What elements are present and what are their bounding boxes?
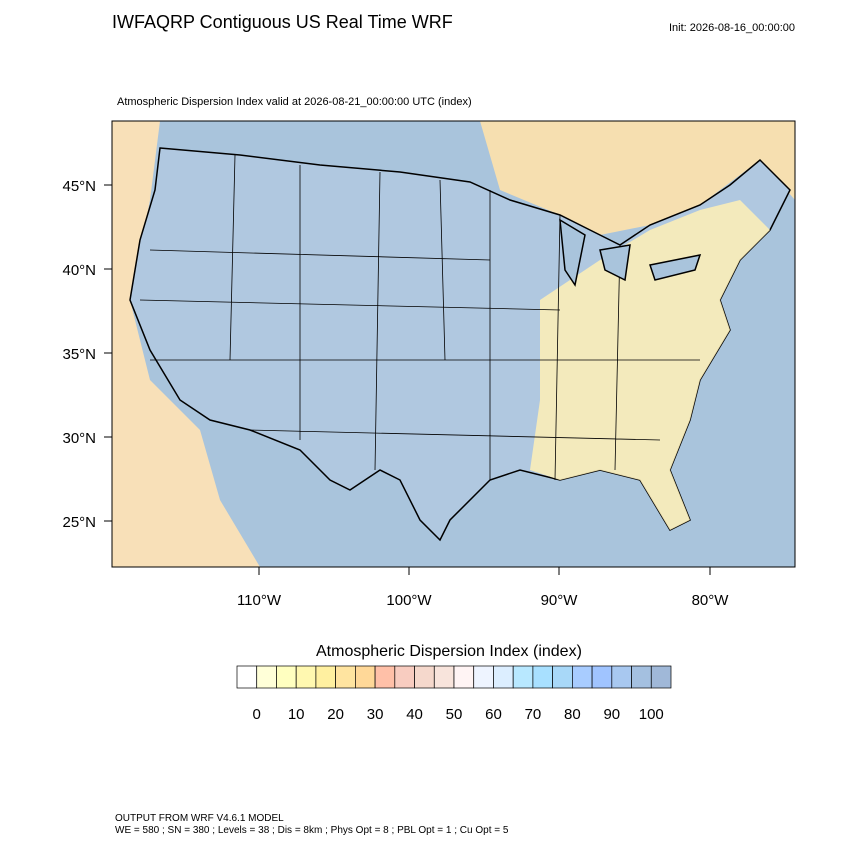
lat-label: 30°N [62,430,96,447]
lon-label: 80°W [692,592,730,609]
init-time: Init: 2026-08-16_00:00:00 [669,22,795,34]
colorbar-label: 30 [367,706,384,723]
colorbar-box [236,665,258,689]
colorbar-label: 0 [253,706,261,723]
colorbar-box [433,665,455,689]
canada-region [480,121,795,235]
colorbar-title: Atmospheric Dispersion Index (index) [316,643,582,660]
colorbar-label: 10 [288,706,305,723]
colorbar-box [315,665,336,689]
colorbar-label: 50 [446,706,463,723]
lon-label: 100°W [386,592,432,609]
colorbar-label: 100 [639,706,664,723]
colorbar-box [591,665,613,689]
pacific-region [112,121,260,567]
colorbar-box [611,665,632,689]
lat-label: 45°N [62,178,96,195]
map-frame [111,120,796,568]
colorbar-box [256,665,277,689]
colorbar-box [473,665,494,689]
colorbar-box [335,665,356,689]
colorbar-box [414,665,435,689]
state-lines [139,154,700,481]
colorbar-box [394,665,415,689]
colorbar-label: 70 [525,706,542,723]
lat-label: 35°N [62,346,96,363]
colorbar-label: 80 [564,706,581,723]
colorbar-box [532,665,553,689]
map-subtitle: Atmospheric Dispersion Index valid at 20… [117,96,472,108]
great-lakes [559,218,702,287]
colorbar-box [650,665,672,689]
map [104,120,796,575]
lon-label: 90°W [541,592,579,609]
high-dispersion-area [530,200,770,530]
colorbar-box [631,665,652,689]
lon-label: 110°W [237,592,282,609]
colorbar-box [552,665,573,689]
axis-ticks [104,184,711,575]
colorbar-box [355,665,376,689]
colorbar-label: 20 [327,706,344,723]
colorbar-box [512,665,534,689]
footer-line: WE = 580 ; SN = 380 ; Levels = 38 ; Dis … [115,825,509,836]
colorbar-box [572,665,593,689]
lat-label: 40°N [62,262,96,279]
footer-line: OUTPUT FROM WRF V4.6.1 MODEL [115,813,284,824]
colorbar-box [295,665,317,689]
colorbar-label: 60 [485,706,502,723]
colorbar-box [493,665,514,689]
colorbar-label: 90 [603,706,620,723]
title: IWFAQRP Contiguous US Real Time WRF [112,12,453,32]
lat-label: 25°N [62,514,96,531]
colorbar-label: 40 [406,706,423,723]
colorbar-box [374,665,396,689]
colorbar-box [276,665,297,689]
colorbar-box [453,665,475,689]
